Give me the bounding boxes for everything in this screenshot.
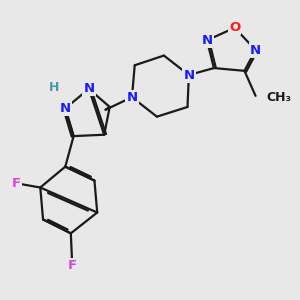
- Text: N: N: [183, 68, 194, 82]
- Text: N: N: [201, 34, 212, 47]
- Text: N: N: [83, 82, 94, 95]
- Text: H: H: [49, 81, 59, 94]
- Text: F: F: [12, 177, 21, 190]
- Text: O: O: [229, 21, 240, 34]
- Text: CH₃: CH₃: [267, 91, 292, 104]
- Text: N: N: [250, 44, 261, 56]
- Text: F: F: [68, 259, 77, 272]
- Text: N: N: [126, 91, 137, 104]
- Text: N: N: [60, 102, 71, 115]
